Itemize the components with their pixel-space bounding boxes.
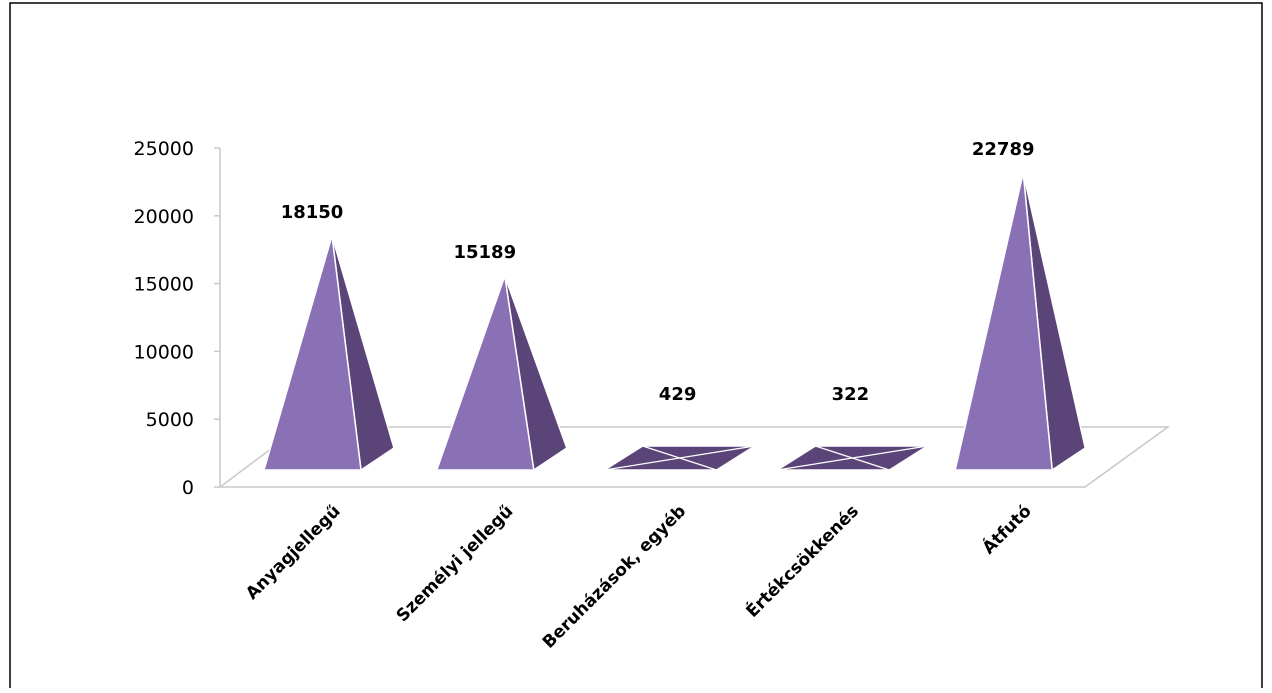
data-label: 22789 xyxy=(972,139,1035,160)
chart-marks: 18150 15189 429 322 22789 xyxy=(263,139,1087,472)
pyramid-mark xyxy=(954,172,1054,471)
pyramid-mark xyxy=(435,275,535,471)
pyramid-edge xyxy=(815,445,890,471)
data-label: 18150 xyxy=(281,202,344,223)
y-axis: 0 5000 10000 15000 20000 25000 xyxy=(134,138,221,499)
data-label: 322 xyxy=(832,384,870,405)
y-tick-label: 25000 xyxy=(134,138,194,160)
data-label: 15189 xyxy=(453,242,516,263)
pyramid-mark xyxy=(263,235,362,471)
chart-border xyxy=(9,2,1263,693)
y-tick-label: 10000 xyxy=(134,341,194,363)
data-label: 429 xyxy=(659,384,697,405)
y-tick-label: 20000 xyxy=(134,206,194,228)
y-tick-label: 0 xyxy=(182,477,194,499)
y-tick-label: 5000 xyxy=(146,409,194,431)
pyramid-edge xyxy=(642,445,717,471)
y-tick-label: 15000 xyxy=(134,274,194,296)
